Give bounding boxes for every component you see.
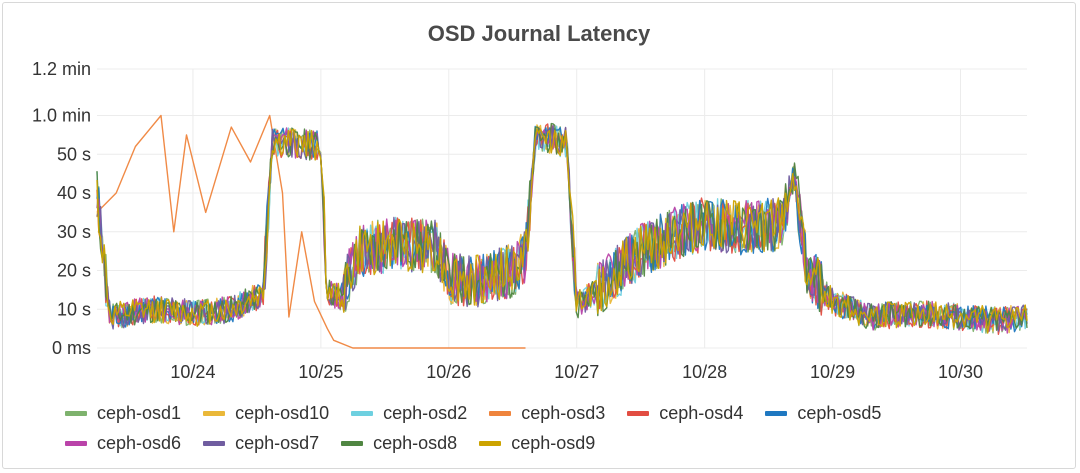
legend-item[interactable]: ceph-osd1: [65, 403, 181, 424]
legend-swatch: [65, 410, 87, 416]
chart-plot: 0 ms 10 s 20 s 30 s 40 s 50 s 1.0 min 1.2 min 10…: [32, 59, 1028, 382]
legend-swatch: [765, 410, 788, 416]
y-tick-label: 1.2 min: [32, 59, 91, 79]
legend-swatch: [65, 440, 87, 446]
x-tick-label: 10/30: [938, 362, 983, 382]
legend-label: ceph-osd2: [383, 402, 468, 423]
legend-item[interactable]: ceph-osd8: [341, 433, 457, 454]
legend-swatch: [341, 440, 364, 446]
legend-label: ceph-osd8: [373, 432, 458, 453]
legend-item[interactable]: ceph-osd4: [627, 403, 743, 424]
legend-item[interactable]: ceph-osd6: [65, 433, 181, 454]
legend-swatch: [203, 440, 226, 446]
series-line-ceph-osd5: [96, 125, 1028, 333]
legend-label: ceph-osd7: [235, 432, 320, 453]
legend-label: ceph-osd9: [511, 432, 596, 453]
y-tick-label: 10 s: [57, 299, 91, 319]
legend-label: ceph-osd5: [797, 402, 882, 423]
legend-item[interactable]: ceph-osd10: [203, 403, 329, 424]
x-tick-label: 10/28: [682, 362, 727, 382]
series-line-ceph-osd7: [96, 124, 1028, 333]
chart-legend: ceph-osd1 ceph-osd10 ceph-osd2 ceph-osd3 cep…: [65, 398, 1065, 458]
x-tick-label: 10/27: [554, 362, 599, 382]
series-line-ceph-osd3: [96, 114, 526, 349]
x-tick-label: 10/25: [298, 362, 343, 382]
legend-swatch: [489, 410, 512, 416]
x-tick-label: 10/26: [426, 362, 471, 382]
legend-swatch: [203, 410, 226, 416]
legend-item[interactable]: ceph-osd3: [489, 403, 605, 424]
legend-item[interactable]: ceph-osd2: [351, 403, 467, 424]
legend-swatch: [627, 410, 650, 416]
chart-title: OSD Journal Latency: [427, 21, 651, 46]
y-tick-label: 0 ms: [52, 338, 91, 358]
legend-label: ceph-osd6: [97, 432, 182, 453]
legend-item[interactable]: ceph-osd5: [765, 403, 881, 424]
legend-label: ceph-osd3: [521, 402, 606, 423]
legend-row: ceph-osd6 ceph-osd7 ceph-osd8 ceph-osd9: [65, 428, 1065, 458]
legend-row: ceph-osd1 ceph-osd10 ceph-osd2 ceph-osd3 cep…: [65, 398, 1065, 428]
y-tick-label: 20 s: [57, 261, 91, 281]
legend-label: ceph-osd4: [659, 402, 744, 423]
y-tick-label: 40 s: [57, 183, 91, 203]
y-tick-label: 50 s: [57, 144, 91, 164]
x-tick-label: 10/24: [170, 362, 215, 382]
legend-item[interactable]: ceph-osd7: [203, 433, 319, 454]
y-tick-label: 30 s: [57, 222, 91, 242]
legend-swatch: [479, 440, 502, 446]
x-tick-label: 10/29: [810, 362, 855, 382]
legend-item[interactable]: ceph-osd9: [479, 433, 595, 454]
series-line-ceph-osd9: [96, 128, 1028, 334]
y-tick-label: 1.0 min: [32, 106, 91, 126]
legend-label: ceph-osd10: [235, 402, 330, 423]
legend-swatch: [351, 410, 374, 416]
legend-label: ceph-osd1: [97, 402, 182, 423]
